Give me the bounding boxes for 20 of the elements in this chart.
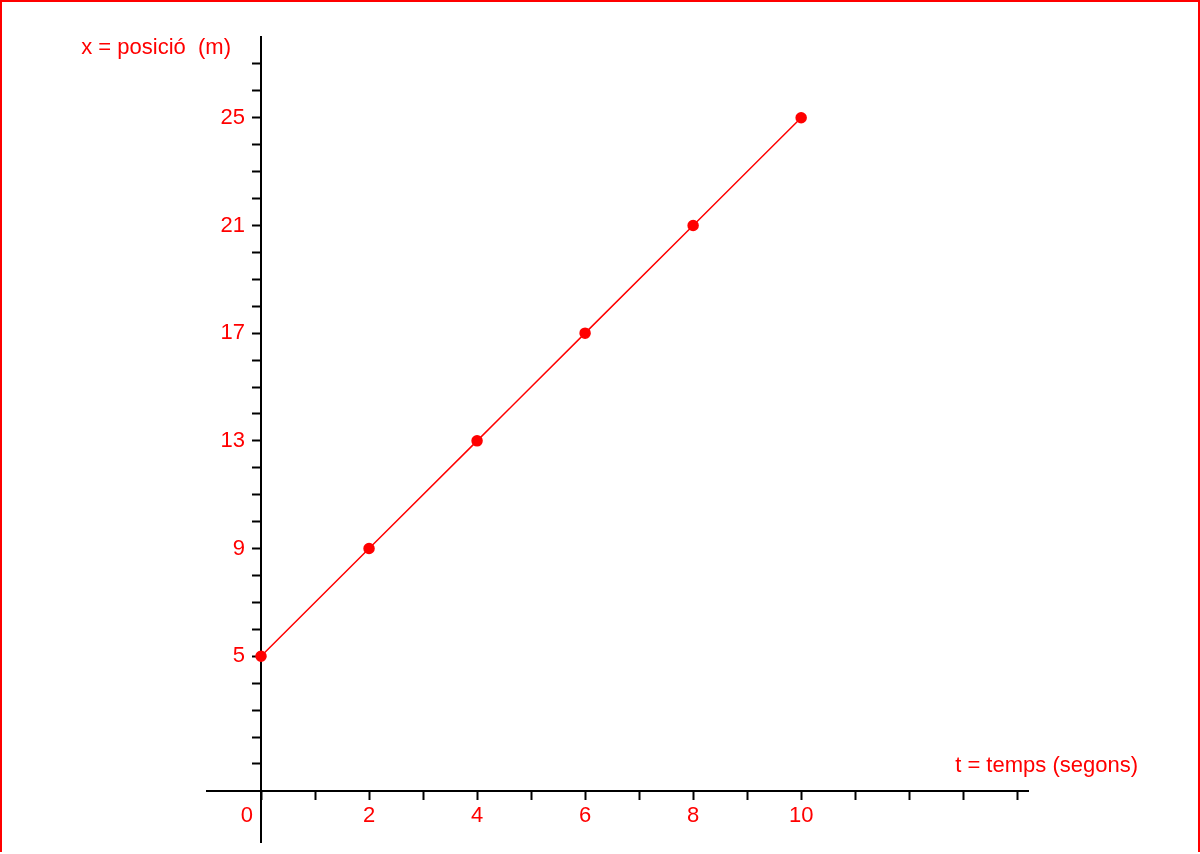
point (471, 435, 483, 447)
x-tick-label: 10 (788, 801, 814, 827)
x-tick-label: 0 (240, 801, 254, 827)
x-tick-label: 8 (686, 801, 700, 827)
x-axis-title: t = temps (segons) (955, 751, 1138, 777)
y-tick-label: 13 (220, 426, 246, 452)
point (579, 327, 591, 339)
point (687, 219, 699, 232)
x-tick-label: 2 (362, 801, 376, 827)
y-tick-label: 25 (220, 103, 246, 129)
y-tick-label: 5 (232, 642, 246, 668)
point (795, 112, 807, 124)
point (363, 542, 375, 555)
y-tick-label: 21 (220, 211, 246, 237)
x-tick-label: 4 (470, 801, 484, 827)
point (255, 650, 267, 662)
y-axis-title: x = posició (m) (81, 34, 232, 60)
y-tick-label: 17 (220, 319, 246, 345)
y-tick-label: 9 (232, 534, 246, 560)
x-tick-label: 6 (578, 801, 592, 827)
